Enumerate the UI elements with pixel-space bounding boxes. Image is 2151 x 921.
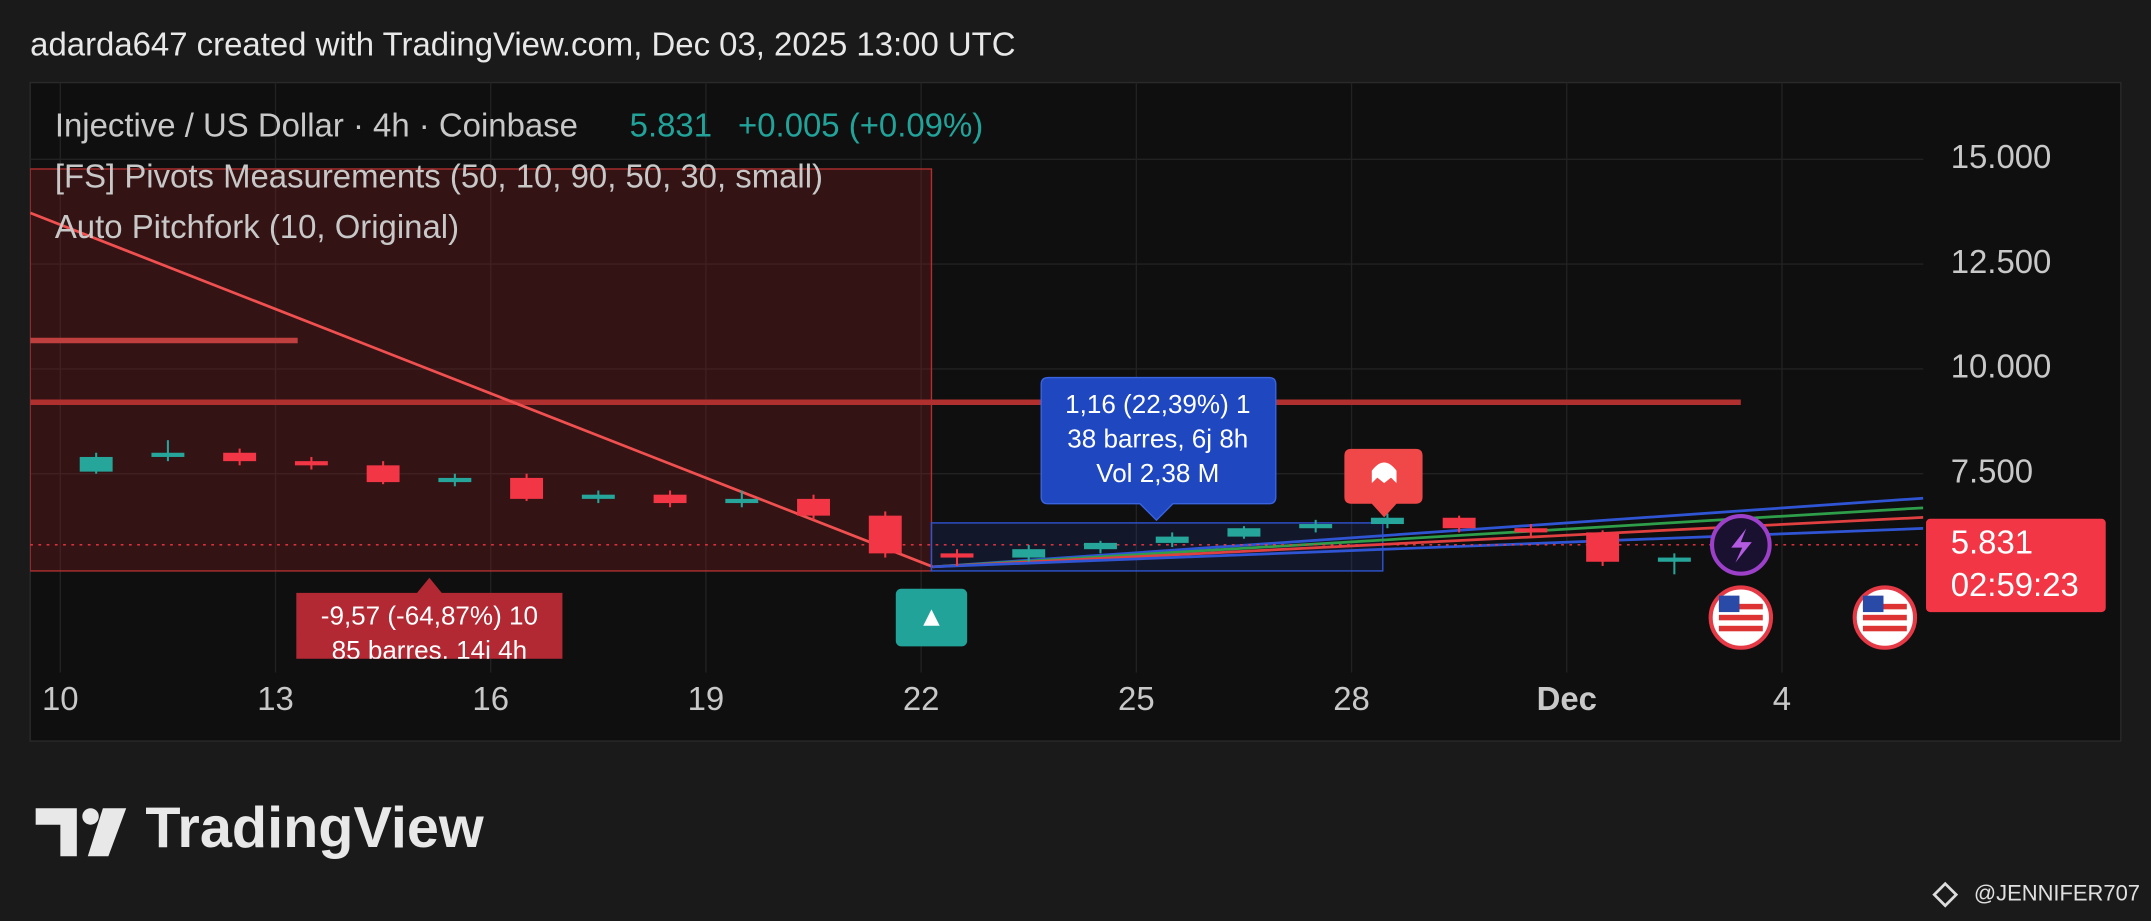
x-tick-label: 16 (472, 680, 509, 717)
ghost-icon (1371, 462, 1397, 484)
candle-body (653, 494, 687, 504)
watermark-icon (1932, 881, 1959, 908)
drawings (30, 168, 1924, 572)
y-tick-label: 10.000 (1951, 348, 2052, 385)
countdown: 02:59:23 (1951, 566, 2079, 603)
y-tick-label: 12.500 (1951, 243, 2052, 280)
measure-text: 38 barres, 6j 8h (1067, 423, 1248, 453)
candle-body (223, 452, 257, 462)
measure-down-box (296, 577, 563, 659)
measure-text: Vol 2,38 M (1096, 458, 1219, 488)
candle-body (1442, 517, 1476, 529)
symbol-title: Injective / US Dollar · 4h · Coinbase (55, 107, 578, 144)
indicator-label: [FS] Pivots Measurements (50, 10, 90, 50… (55, 157, 823, 194)
indicator-label: Auto Pitchfork (10, Original) (55, 208, 459, 245)
lightning-icon (1731, 528, 1752, 563)
labels: -9,57 (-64,87%) 10 85 barres, 14j 4h (296, 577, 563, 665)
ghost-marker[interactable] (1344, 448, 1423, 518)
candle-body (438, 477, 472, 483)
candle-body (294, 461, 328, 466)
price-label (1926, 518, 2106, 613)
header: adarda647 created with TradingView.com, … (30, 26, 1015, 63)
candle-body (1299, 524, 1333, 529)
trend-line (30, 211, 934, 569)
y-tick-label: 7.500 (1951, 452, 2033, 489)
y-tick-label: 15.000 (1951, 138, 2052, 175)
candle-body (1012, 549, 1046, 558)
candle-body (725, 498, 759, 504)
x-tick-label: 25 (1118, 680, 1155, 717)
legend-change: +0.005 (+0.09%) (738, 107, 983, 144)
candle-body (940, 553, 974, 558)
candle-body (1586, 532, 1620, 562)
price-label-value: 5.831 (1951, 524, 2033, 561)
candle-body (581, 494, 615, 499)
pitchfork-line (932, 506, 1924, 569)
candle-body (151, 452, 185, 457)
x-tick-label: Dec (1537, 680, 1597, 717)
x-tick-label: 10 (42, 680, 79, 717)
candle-body (510, 477, 544, 499)
candle-body (1155, 536, 1189, 543)
x-tick-label: 28 (1333, 680, 1370, 717)
measure-up-box (1040, 376, 1277, 522)
us-flag-marker[interactable] (1708, 585, 1774, 650)
candle-body (1514, 528, 1548, 533)
candle-body (1370, 517, 1404, 525)
us-flag-marker[interactable] (1852, 585, 1918, 650)
candle-body (868, 515, 902, 554)
x-tick-label: 19 (688, 680, 725, 717)
pitchfork-line (932, 496, 1924, 569)
candle-body (1657, 557, 1691, 562)
watermark: @JENNIFER707 (1974, 880, 2140, 905)
candle-body (366, 465, 400, 483)
grid (30, 82, 1924, 673)
measure-text: 1,16 (22,39%) 1 (1065, 389, 1250, 419)
x-tick-label: 22 (903, 680, 940, 717)
candle-body (79, 456, 113, 472)
brand: TradingView (145, 796, 483, 860)
legend-price: 5.831 (630, 107, 712, 144)
candle-body (1084, 542, 1117, 550)
candle-body (1227, 528, 1261, 537)
brand-logo (35, 808, 127, 857)
up-arrow (923, 609, 940, 626)
x-tick-label: 13 (257, 680, 294, 717)
candle-body (797, 498, 830, 516)
x-tick-label: 4 (1773, 680, 1791, 717)
measure-text: -9,57 (-64,87%) 10 (321, 600, 538, 630)
pivot-box (30, 168, 933, 572)
measure-text: 85 barres, 14j 4h (332, 635, 527, 665)
